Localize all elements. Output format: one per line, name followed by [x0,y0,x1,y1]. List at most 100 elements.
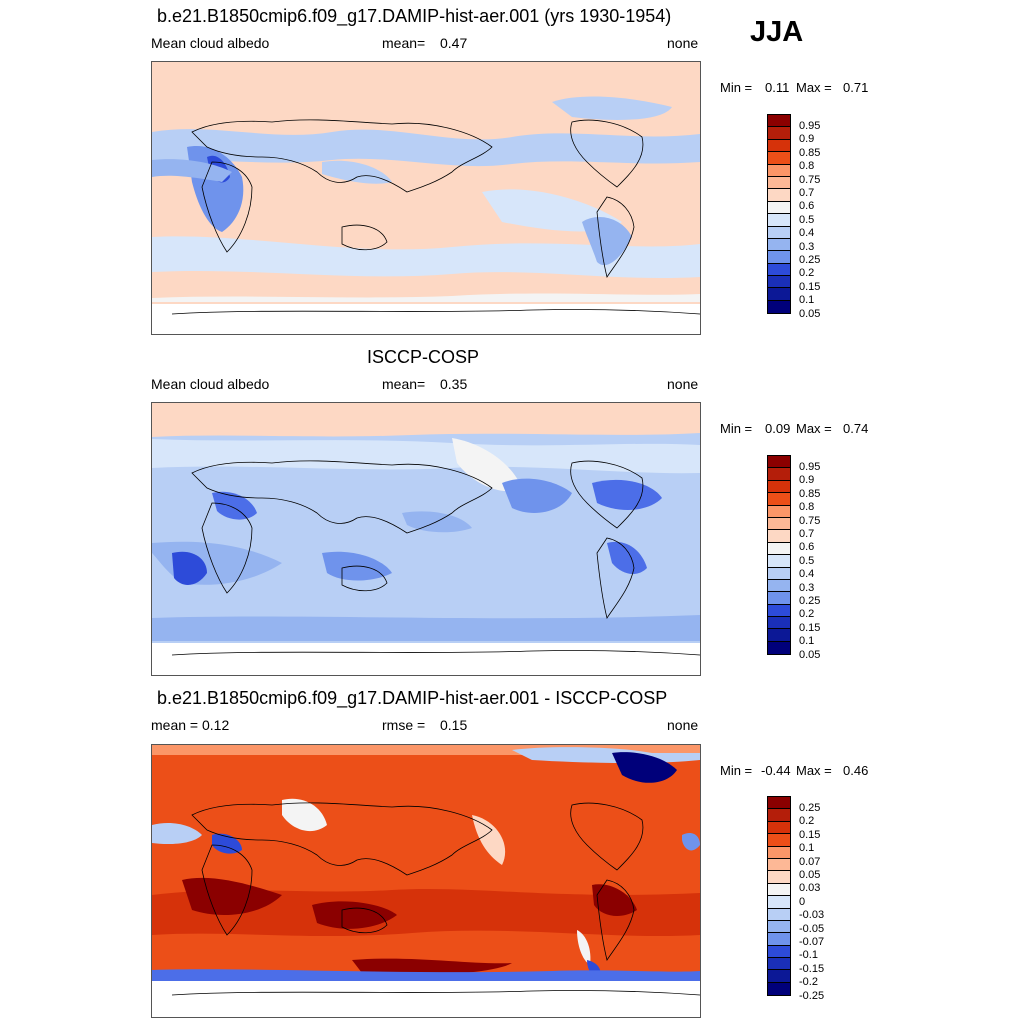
colorbar-tick-label: 0.15 [799,621,821,634]
panel-1-map-field [152,62,700,334]
colorbar-swatch [768,127,790,140]
colorbar-tick-label: 0.3 [799,581,815,594]
panel-3-colorbar [767,796,791,997]
colorbar-tick-label: 0.8 [799,160,815,173]
colorbar-tick-label: -0.2 [799,976,818,989]
panel-2-max-value: 0.74 [843,421,869,436]
colorbar-tick-label: 0.1 [799,294,815,307]
panel-1-units: none [667,35,699,51]
colorbar-tick-label: 0.5 [799,554,815,567]
panel-3-map [151,744,701,1018]
colorbar-swatch [768,139,790,153]
colorbar-swatch [768,641,790,655]
colorbar-swatch [768,201,790,215]
colorbar-swatch [768,592,790,605]
panel-1-mean-value: 0.47 [440,35,468,51]
colorbar-tick-label: 0.03 [799,882,821,895]
panel-1-mean-label: mean= [382,35,426,51]
panel-2-units: none [667,376,699,392]
colorbar-swatch [768,970,790,983]
colorbar-swatch [768,809,790,822]
colorbar-swatch [768,115,790,128]
colorbar-tick-label: 0.1 [799,842,815,855]
colorbar-tick-label: -0.25 [799,989,825,1002]
panel-3-max-label: Max = [796,763,832,778]
colorbar-tick-label: -0.05 [799,922,825,935]
colorbar-tick-label: 0.85 [799,146,821,159]
colorbar-swatch [768,945,790,959]
colorbar-tick-label: 0.15 [799,828,821,841]
panel-1-title: b.e21.B1850cmip6.f09_g17.DAMIP-hist-aer.… [157,6,672,26]
panel-3-min-label: Min = [720,763,753,778]
panel-2-colorbar [767,455,791,656]
colorbar-tick-label: 0.9 [799,474,815,487]
panel-1-min-label: Min = [720,80,753,95]
panel-3-title: b.e21.B1850cmip6.f09_g17.DAMIP-hist-aer.… [157,688,668,708]
panel-2-mean-label: mean= [382,376,426,392]
colorbar-tick-label: 0.2 [799,815,815,828]
colorbar-tick-label: 0.05 [799,648,821,661]
colorbar-swatch [768,276,790,289]
colorbar-tick-label: 0.25 [799,802,821,814]
panel-2-min-label: Min = [720,421,753,436]
colorbar-swatch [768,164,790,177]
colorbar-swatch [768,555,790,568]
colorbar-swatch [768,883,790,897]
colorbar-swatch [768,288,790,301]
colorbar-swatch [768,189,790,202]
panel-1-max-value: 0.71 [843,80,869,95]
colorbar-tick-label: 0.75 [799,514,821,527]
colorbar-swatch [768,982,790,996]
colorbar-swatch [768,821,790,835]
colorbar-swatch [768,456,790,469]
colorbar-tick-label: 0.7 [799,187,815,199]
colorbar-swatch [768,505,790,518]
panel-1-map [151,61,701,335]
colorbar-tick-label: 0.2 [799,608,815,621]
panel-2-map [151,402,701,676]
colorbar-swatch [768,226,790,239]
season-label: JJA [750,16,804,48]
colorbar-tick-label: 0.6 [799,200,815,213]
colorbar-swatch [768,238,790,252]
colorbar-tick-label: 0.95 [799,120,821,132]
panel-3-min-value: -0.44 [761,763,791,778]
panel-1-max-label: Max = [796,80,832,95]
panel-2-title: ISCCP-COSP [367,347,480,367]
colorbar-tick-label: 0.6 [799,541,815,554]
colorbar-swatch [768,958,790,971]
colorbar-tick-label: 0.07 [799,855,821,868]
colorbar-swatch [768,251,790,264]
colorbar-tick-label: 0.3 [799,240,815,253]
colorbar-tick-label: 0.2 [799,267,815,280]
colorbar-swatch [768,517,790,531]
colorbar-swatch [768,579,790,593]
colorbar-tick-label: 0.4 [799,568,815,581]
colorbar-swatch [768,493,790,506]
colorbar-tick-label: 0.05 [799,307,821,320]
colorbar-swatch [768,300,790,314]
colorbar-swatch [768,542,790,556]
panel-2-min-value: 0.09 [765,421,791,436]
colorbar-tick-label: 0.85 [799,487,821,500]
panel-3-max-value: 0.46 [843,763,869,778]
panel-3-rmse-value: 0.15 [440,717,468,733]
colorbar-swatch [768,846,790,859]
colorbar-tick-label: 0.7 [799,528,815,540]
colorbar-swatch [768,567,790,580]
colorbar-swatch [768,834,790,847]
colorbar-swatch [768,797,790,810]
panel-3-map-field [152,745,700,1017]
colorbar-tick-label: 0 [799,895,806,908]
colorbar-tick-label: -0.15 [799,962,825,975]
colorbar-tick-label: 0.05 [799,869,821,881]
colorbar-tick-label: -0.1 [799,949,818,962]
colorbar-tick-label: 0.1 [799,635,815,648]
colorbar-swatch [768,176,790,190]
panel-2-map-field [152,403,700,675]
colorbar-swatch [768,530,790,543]
colorbar-tick-label: 0.25 [799,254,821,266]
colorbar-swatch [768,920,790,934]
panel-3-rmse-label: rmse = [382,717,426,733]
colorbar-swatch [768,933,790,946]
